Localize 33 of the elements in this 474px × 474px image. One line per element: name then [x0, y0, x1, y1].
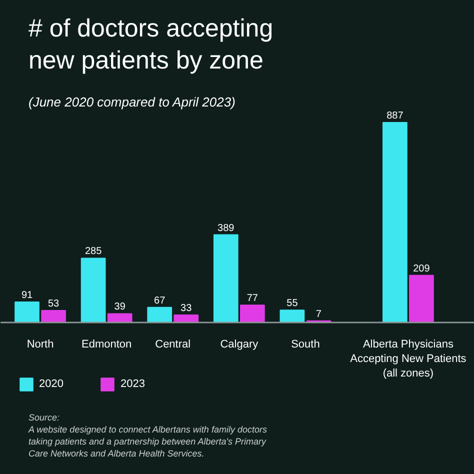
chart-title: # of doctors accepting new patients by zone	[28, 14, 274, 75]
data-label: 209	[413, 263, 430, 274]
data-label: 389	[218, 222, 235, 234]
bar	[80, 258, 106, 323]
bar	[174, 314, 199, 323]
bar	[14, 301, 40, 323]
x-tick-label: Calgary	[220, 338, 259, 350]
bar	[41, 310, 66, 323]
x-tick-label: Central	[155, 338, 191, 350]
data-label: 887	[386, 110, 404, 122]
legend-label: 2023	[120, 378, 145, 390]
x-tick-label: Alberta Physicians Accepting New Patients (all zones)	[350, 338, 467, 380]
data-label: 39	[114, 302, 126, 313]
bar	[240, 304, 265, 323]
bar	[280, 310, 305, 323]
x-tick-label: South	[291, 338, 320, 350]
data-label: 285	[84, 246, 102, 258]
legend-label: 2020	[39, 378, 64, 390]
x-tick-label: North	[26, 338, 54, 350]
data-label: 33	[180, 303, 192, 314]
data-label: 7	[316, 308, 322, 320]
data-label: 55	[286, 298, 298, 310]
data-label: 53	[48, 298, 60, 310]
bar	[147, 306, 172, 323]
source-note: Source:	[28, 412, 60, 422]
data-label: 67	[154, 295, 166, 306]
x-tick-label: Edmonton	[82, 338, 132, 350]
bar	[213, 234, 238, 323]
data-label: 77	[246, 293, 258, 304]
bar	[107, 313, 132, 323]
data-label: 91	[21, 290, 34, 301]
chart-subtitle: (June 2020 compared to April 2023)	[28, 94, 236, 110]
text: A website designed to connect Albertans with family doctors taking patients and a partnership between Alberta's Primary Care Networks and Alberta Health Services.	[28, 424, 268, 458]
